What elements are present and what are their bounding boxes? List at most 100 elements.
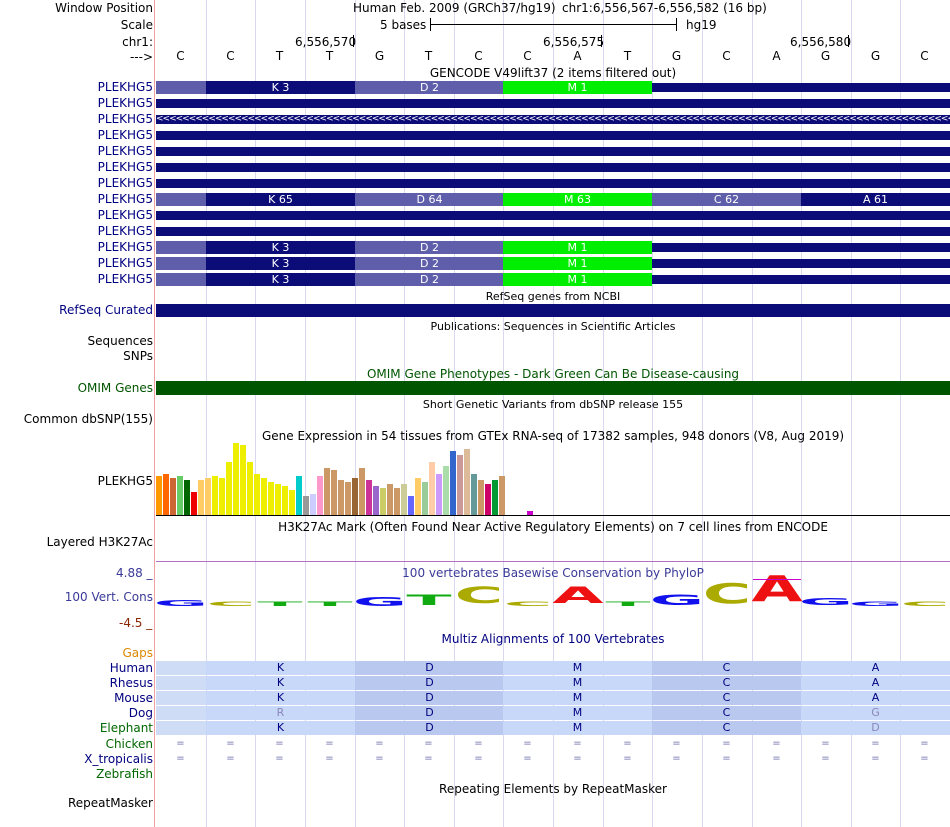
dbsnp-label[interactable]: Common dbSNP(155) [23,412,153,426]
gene-row[interactable]: K 65 D 64 M 63 C 62 A 61 [156,193,950,206]
snps-label[interactable]: SNPs [123,349,153,363]
codon-segment[interactable]: C 62 [652,193,801,206]
gtex-tissue-bar[interactable] [506,503,512,515]
gtex-tissue-bar[interactable] [310,494,316,515]
gene-label-plekhg5[interactable]: PLEKHG5 [97,112,153,126]
gene-bar[interactable] [156,147,950,156]
codon-segment[interactable]: M 1 [503,81,652,94]
gtex-tissue-bar[interactable] [359,468,365,515]
omim-bar[interactable] [156,381,950,395]
gtex-tissue-bar[interactable] [520,501,526,515]
gene-label-plekhg5[interactable]: PLEKHG5 [97,128,153,142]
codon-segment[interactable]: K 3 [206,241,355,254]
gtex-tissue-bar[interactable] [163,474,169,515]
gtex-tissue-bar[interactable] [478,480,484,515]
codon-segment[interactable]: K 3 [206,81,355,94]
gtex-tissue-bar[interactable] [436,474,442,515]
gene-label-plekhg5[interactable]: PLEKHG5 [97,80,153,94]
gene-label-plekhg5[interactable]: PLEKHG5 [97,256,153,270]
gtex-tissue-bar[interactable] [296,476,302,515]
codon-segment[interactable]: K 65 [206,193,355,206]
codon-segment[interactable]: K 3 [206,257,355,270]
gene-label-plekhg5[interactable]: PLEKHG5 [97,96,153,110]
refseq-gene-bar[interactable] [156,304,950,317]
species-label[interactable]: Human [109,661,153,675]
codon-segment[interactable]: M 1 [503,241,652,254]
gtex-bar-chart[interactable] [156,443,536,515]
gtex-tissue-bar[interactable] [282,486,288,515]
gtex-tissue-bar[interactable] [177,476,183,515]
gtex-tissue-bar[interactable] [198,480,204,515]
refseq-label[interactable]: RefSeq Curated [59,303,153,317]
gtex-tissue-bar[interactable] [170,478,176,515]
codon-segment[interactable]: K 3 [206,273,355,286]
gtex-tissue-bar[interactable] [485,484,491,515]
gtex-tissue-bar[interactable] [366,480,372,515]
gtex-tissue-bar[interactable] [205,478,211,515]
gtex-tissue-bar[interactable] [471,474,477,515]
gtex-tissue-bar[interactable] [226,462,232,515]
gtex-tissue-bar[interactable] [254,474,260,515]
gene-bar[interactable] [156,211,950,220]
gtex-tissue-bar[interactable] [450,451,456,515]
codon-segment[interactable]: D 2 [355,241,504,254]
gene-bar[interactable] [156,227,950,236]
gene-label-plekhg5[interactable]: PLEKHG5 [97,144,153,158]
conservation-label[interactable]: 100 Vert. Cons [64,590,153,604]
gtex-tissue-bar[interactable] [408,496,414,515]
gene-label-plekhg5[interactable]: PLEKHG5 [97,208,153,222]
gtex-tissue-bar[interactable] [233,443,239,515]
codon-segment[interactable]: M 63 [503,193,652,206]
gtex-tissue-bar[interactable] [380,488,386,515]
gtex-tissue-bar[interactable] [464,449,470,515]
gtex-tissue-bar[interactable] [373,486,379,515]
gene-bar[interactable] [156,99,950,108]
gene-bar-arrows[interactable]: <<<<<<<<<<<<<<<<<<<<<<<<<<<<<<<<<<<<<<<<… [156,114,950,124]
gtex-title[interactable]: Gene Expression in 54 tissues from GTEx … [261,429,845,443]
gtex-tissue-bar[interactable] [317,476,323,515]
gtex-tissue-bar[interactable] [338,480,344,515]
species-label[interactable]: Rhesus [109,676,153,690]
codon-segment[interactable]: M 1 [503,273,652,286]
gtex-tissue-bar[interactable] [289,490,295,515]
gene-label-plekhg5[interactable]: PLEKHG5 [97,224,153,238]
species-label[interactable]: Mouse [114,691,153,705]
omim-label[interactable]: OMIM Genes [77,381,153,395]
gtex-tissue-bar[interactable] [352,478,358,515]
codon-segment[interactable]: D 64 [355,193,504,206]
gtex-tissue-bar[interactable] [219,478,225,515]
position-text[interactable]: chr1:6,556,567-6,556,582 (16 bp) [562,1,767,15]
gene-label-plekhg5[interactable]: PLEKHG5 [97,240,153,254]
gtex-tissue-bar[interactable] [422,482,428,515]
codon-segment[interactable]: D 2 [355,81,504,94]
gtex-tissue-bar[interactable] [527,511,533,515]
gene-label-plekhg5[interactable]: PLEKHG5 [97,192,153,206]
gtex-tissue-bar[interactable] [387,484,393,515]
codon-segment[interactable]: D 2 [355,273,504,286]
gtex-tissue-bar[interactable] [499,476,505,515]
gtex-tissue-bar[interactable] [415,478,421,515]
repeatmasker-label[interactable]: RepeatMasker [67,796,153,810]
codon-segment[interactable]: A 61 [801,193,950,206]
sequences-label[interactable]: Sequences [87,334,153,348]
gtex-tissue-bar[interactable] [247,462,253,515]
gene-label-plekhg5[interactable]: PLEKHG5 [97,160,153,174]
publications-title[interactable]: Publications: Sequences in Scientific Ar… [430,320,676,333]
conservation-title[interactable]: 100 vertebrates Basewise Conservation by… [402,566,704,580]
species-label[interactable]: X_tropicalis [84,752,153,766]
gtex-tissue-bar[interactable] [261,478,267,515]
gene-bar[interactable] [156,131,950,140]
gtex-tissue-bar[interactable] [184,480,190,515]
gene-label-plekhg5[interactable]: PLEKHG5 [97,176,153,190]
gtex-tissue-bar[interactable] [394,488,400,515]
gencode-title[interactable]: GENCODE V49lift37 (2 items filtered out) [429,66,677,80]
h3k27ac-title[interactable]: H3K27Ac Mark (Often Found Near Active Re… [278,520,828,534]
gtex-tissue-bar[interactable] [345,482,351,515]
